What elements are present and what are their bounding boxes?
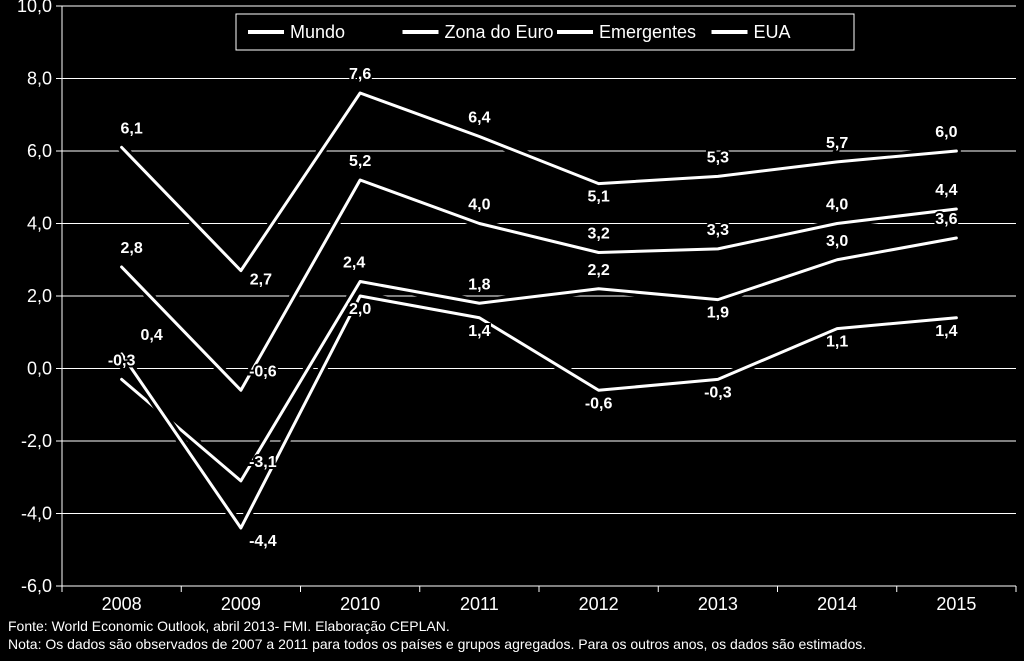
data-label: 0,4 [141, 327, 163, 344]
y-axis-label: -2,0 [21, 431, 52, 451]
line-chart: -6,0 -4,0 -2,0 0,0 2,0 4,0 6,0 8,0 10,0 2008 2009 2… [0, 0, 1024, 614]
data-label: -0,3 [108, 352, 136, 369]
x-axis-label: 2012 [579, 594, 619, 614]
chart-container: -6,0 -4,0 -2,0 0,0 2,0 4,0 6,0 8,0 10,0 2008 2009 2… [0, 0, 1024, 661]
x-axis-label: 2009 [221, 594, 261, 614]
series-line [122, 238, 957, 481]
data-label: 2,2 [588, 262, 610, 279]
x-axis-label: 2011 [460, 594, 499, 614]
data-label: -3,1 [249, 454, 277, 471]
data-label: 1,9 [707, 305, 729, 322]
data-label: 5,1 [588, 189, 610, 206]
data-label: 7,6 [349, 66, 371, 83]
data-label: 1,4 [935, 323, 957, 340]
data-label: 4,0 [468, 197, 490, 214]
legend-label: EUA [754, 22, 791, 42]
y-axis-label: -6,0 [21, 576, 52, 596]
data-label: 5,7 [826, 135, 848, 152]
series-line [122, 296, 957, 528]
data-label: 3,3 [707, 222, 729, 239]
data-label: 6,4 [468, 110, 490, 127]
data-label: 6,0 [935, 124, 957, 141]
legend-label: Mundo [290, 22, 345, 42]
legend-label: Zona do Euro [445, 22, 554, 42]
x-axis-label: 2008 [102, 594, 142, 614]
y-axis-label: -4,0 [21, 504, 52, 524]
data-label: 3,0 [826, 233, 848, 250]
data-label: -0,6 [585, 395, 613, 412]
x-axis-label: 2014 [817, 594, 857, 614]
y-axis-label: 4,0 [27, 214, 52, 234]
data-label: 5,2 [349, 153, 371, 170]
y-axis-label: 2,0 [27, 286, 52, 306]
data-label: 1,4 [468, 323, 490, 340]
data-label: 2,7 [250, 272, 272, 289]
y-axis-label: 0,0 [27, 359, 52, 379]
data-label: 1,1 [826, 334, 848, 351]
data-label: 2,0 [349, 301, 371, 318]
data-label: -4,4 [249, 533, 277, 550]
data-label: 6,1 [121, 120, 143, 137]
data-label: 5,3 [707, 149, 729, 166]
data-label: 3,6 [935, 211, 957, 228]
x-axis-label: 2015 [936, 594, 976, 614]
data-label: 1,8 [468, 276, 490, 293]
y-axis-label: 8,0 [27, 69, 52, 89]
data-label: 2,8 [121, 240, 143, 257]
data-label: 4,4 [935, 182, 957, 199]
data-label: -0,3 [704, 384, 732, 401]
data-note: Nota: Os dados são observados de 2007 a … [8, 635, 866, 653]
data-label: 2,4 [343, 255, 365, 272]
data-label: 3,2 [588, 226, 610, 243]
data-label: 4,0 [826, 197, 848, 214]
x-axis-label: 2013 [698, 594, 738, 614]
y-axis-label: 6,0 [27, 141, 52, 161]
data-label: -0,6 [249, 363, 277, 380]
x-axis-label: 2010 [340, 594, 380, 614]
legend-label: Emergentes [599, 22, 696, 42]
source-note: Fonte: World Economic Outlook, abril 201… [8, 617, 450, 635]
y-axis-label: 10,0 [17, 0, 52, 16]
